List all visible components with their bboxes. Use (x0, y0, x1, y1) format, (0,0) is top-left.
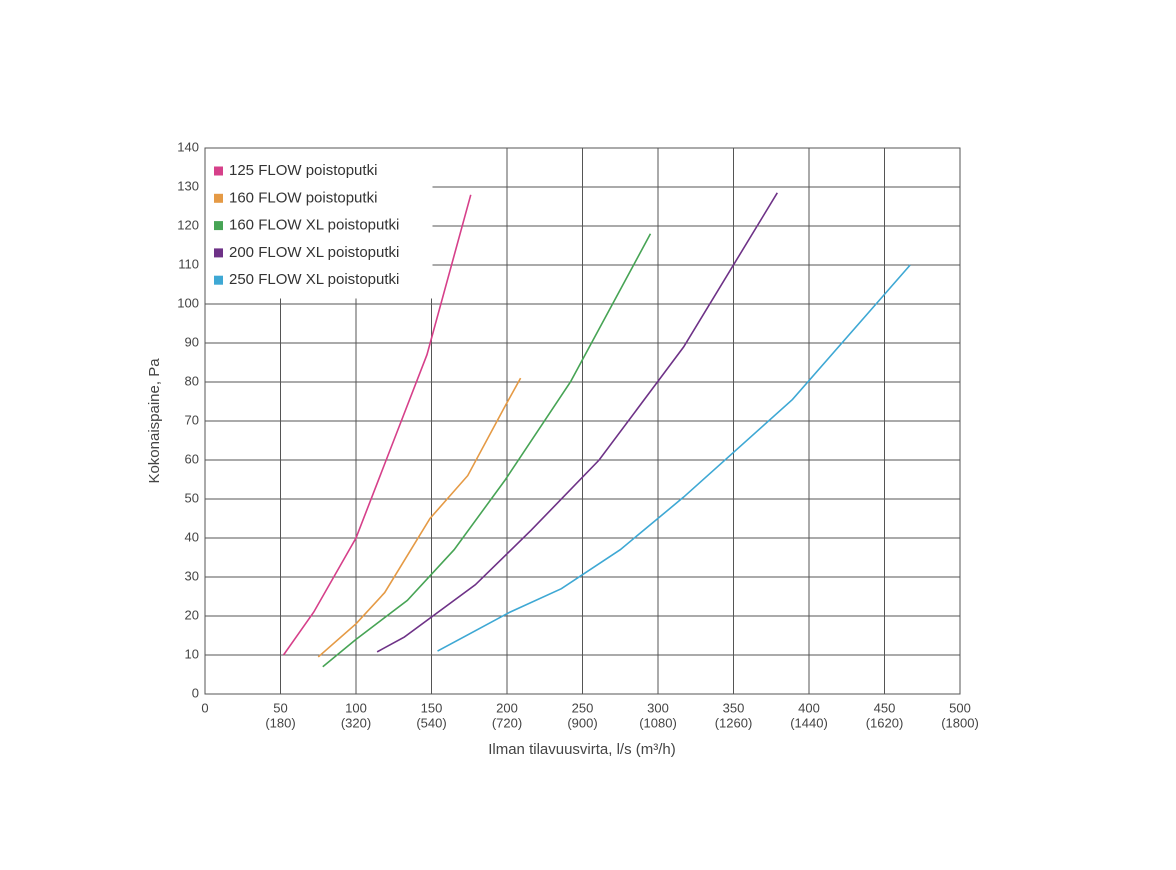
legend-swatch (214, 166, 223, 176)
y-tick-label: 10 (185, 646, 199, 661)
legend-background (205, 148, 433, 299)
x-tick-label-secondary: (540) (416, 715, 446, 730)
x-tick-label: 200 (496, 700, 518, 715)
legend-label: 160 FLOW poistoputki (229, 189, 377, 206)
y-tick-label: 80 (185, 373, 199, 388)
x-tick-label-secondary: (900) (567, 715, 597, 730)
legend-swatch (214, 193, 223, 203)
y-tick-label: 70 (185, 412, 199, 427)
legend-label: 160 FLOW XL poistoputki (229, 217, 399, 234)
y-tick-label: 60 (185, 451, 199, 466)
x-tick-label-secondary: (1440) (790, 715, 828, 730)
legend-swatch (214, 248, 223, 258)
y-tick-label: 30 (185, 568, 199, 583)
legend-label: 250 FLOW XL poistoputki (229, 271, 399, 288)
x-tick-label: 150 (421, 700, 443, 715)
x-tick-label-secondary: (1800) (941, 715, 979, 730)
y-tick-label: 40 (185, 529, 199, 544)
legend-label: 200 FLOW XL poistoputki (229, 244, 399, 261)
y-tick-label: 110 (178, 256, 199, 271)
x-tick-label-secondary: (1080) (639, 715, 677, 730)
line (282, 194, 472, 656)
x-tick-label: 350 (723, 700, 745, 715)
x-tick-label: 400 (798, 700, 820, 715)
line (317, 377, 522, 658)
y-tick-label: 50 (185, 490, 199, 505)
legend-swatch (214, 221, 223, 231)
y-tick-label: 20 (185, 607, 199, 622)
plot-frame (204, 147, 961, 695)
y-tick-label: 140 (177, 139, 199, 154)
x-tick-label-secondary: (180) (265, 715, 295, 730)
line (437, 264, 911, 652)
x-tick-label-secondary: (1260) (715, 715, 753, 730)
y-axis-label: Kokonaispaine, Pa (146, 358, 163, 484)
legend-label: 125 FLOW poistoputki (229, 162, 377, 179)
x-tick-label: 100 (345, 700, 367, 715)
y-tick-label: 100 (177, 295, 199, 310)
y-tick-label: 130 (177, 178, 199, 193)
x-tick-label-secondary: (1620) (866, 715, 904, 730)
x-tick-label-secondary: (720) (492, 715, 522, 730)
legend: 125 FLOW poistoputki 160 FLOW poistoputki… (205, 148, 433, 299)
x-tick-label: 500 (949, 700, 971, 715)
x-tick-label: 250 (572, 700, 594, 715)
x-tick-label: 50 (273, 700, 287, 715)
x-tick-label: 0 (201, 700, 208, 715)
legend-swatch (214, 275, 223, 285)
line (376, 192, 778, 653)
x-tick-label: 450 (874, 700, 896, 715)
y-tick-label: 90 (185, 334, 199, 349)
x-axis-label: Ilman tilavuusvirta, l/s (m³/h) (488, 741, 676, 758)
line (322, 233, 652, 668)
x-tick-label: 300 (647, 700, 669, 715)
x-tick-label-secondary: (320) (341, 715, 371, 730)
y-tick-label: 0 (192, 685, 199, 700)
y-tick-label: 120 (177, 217, 199, 232)
